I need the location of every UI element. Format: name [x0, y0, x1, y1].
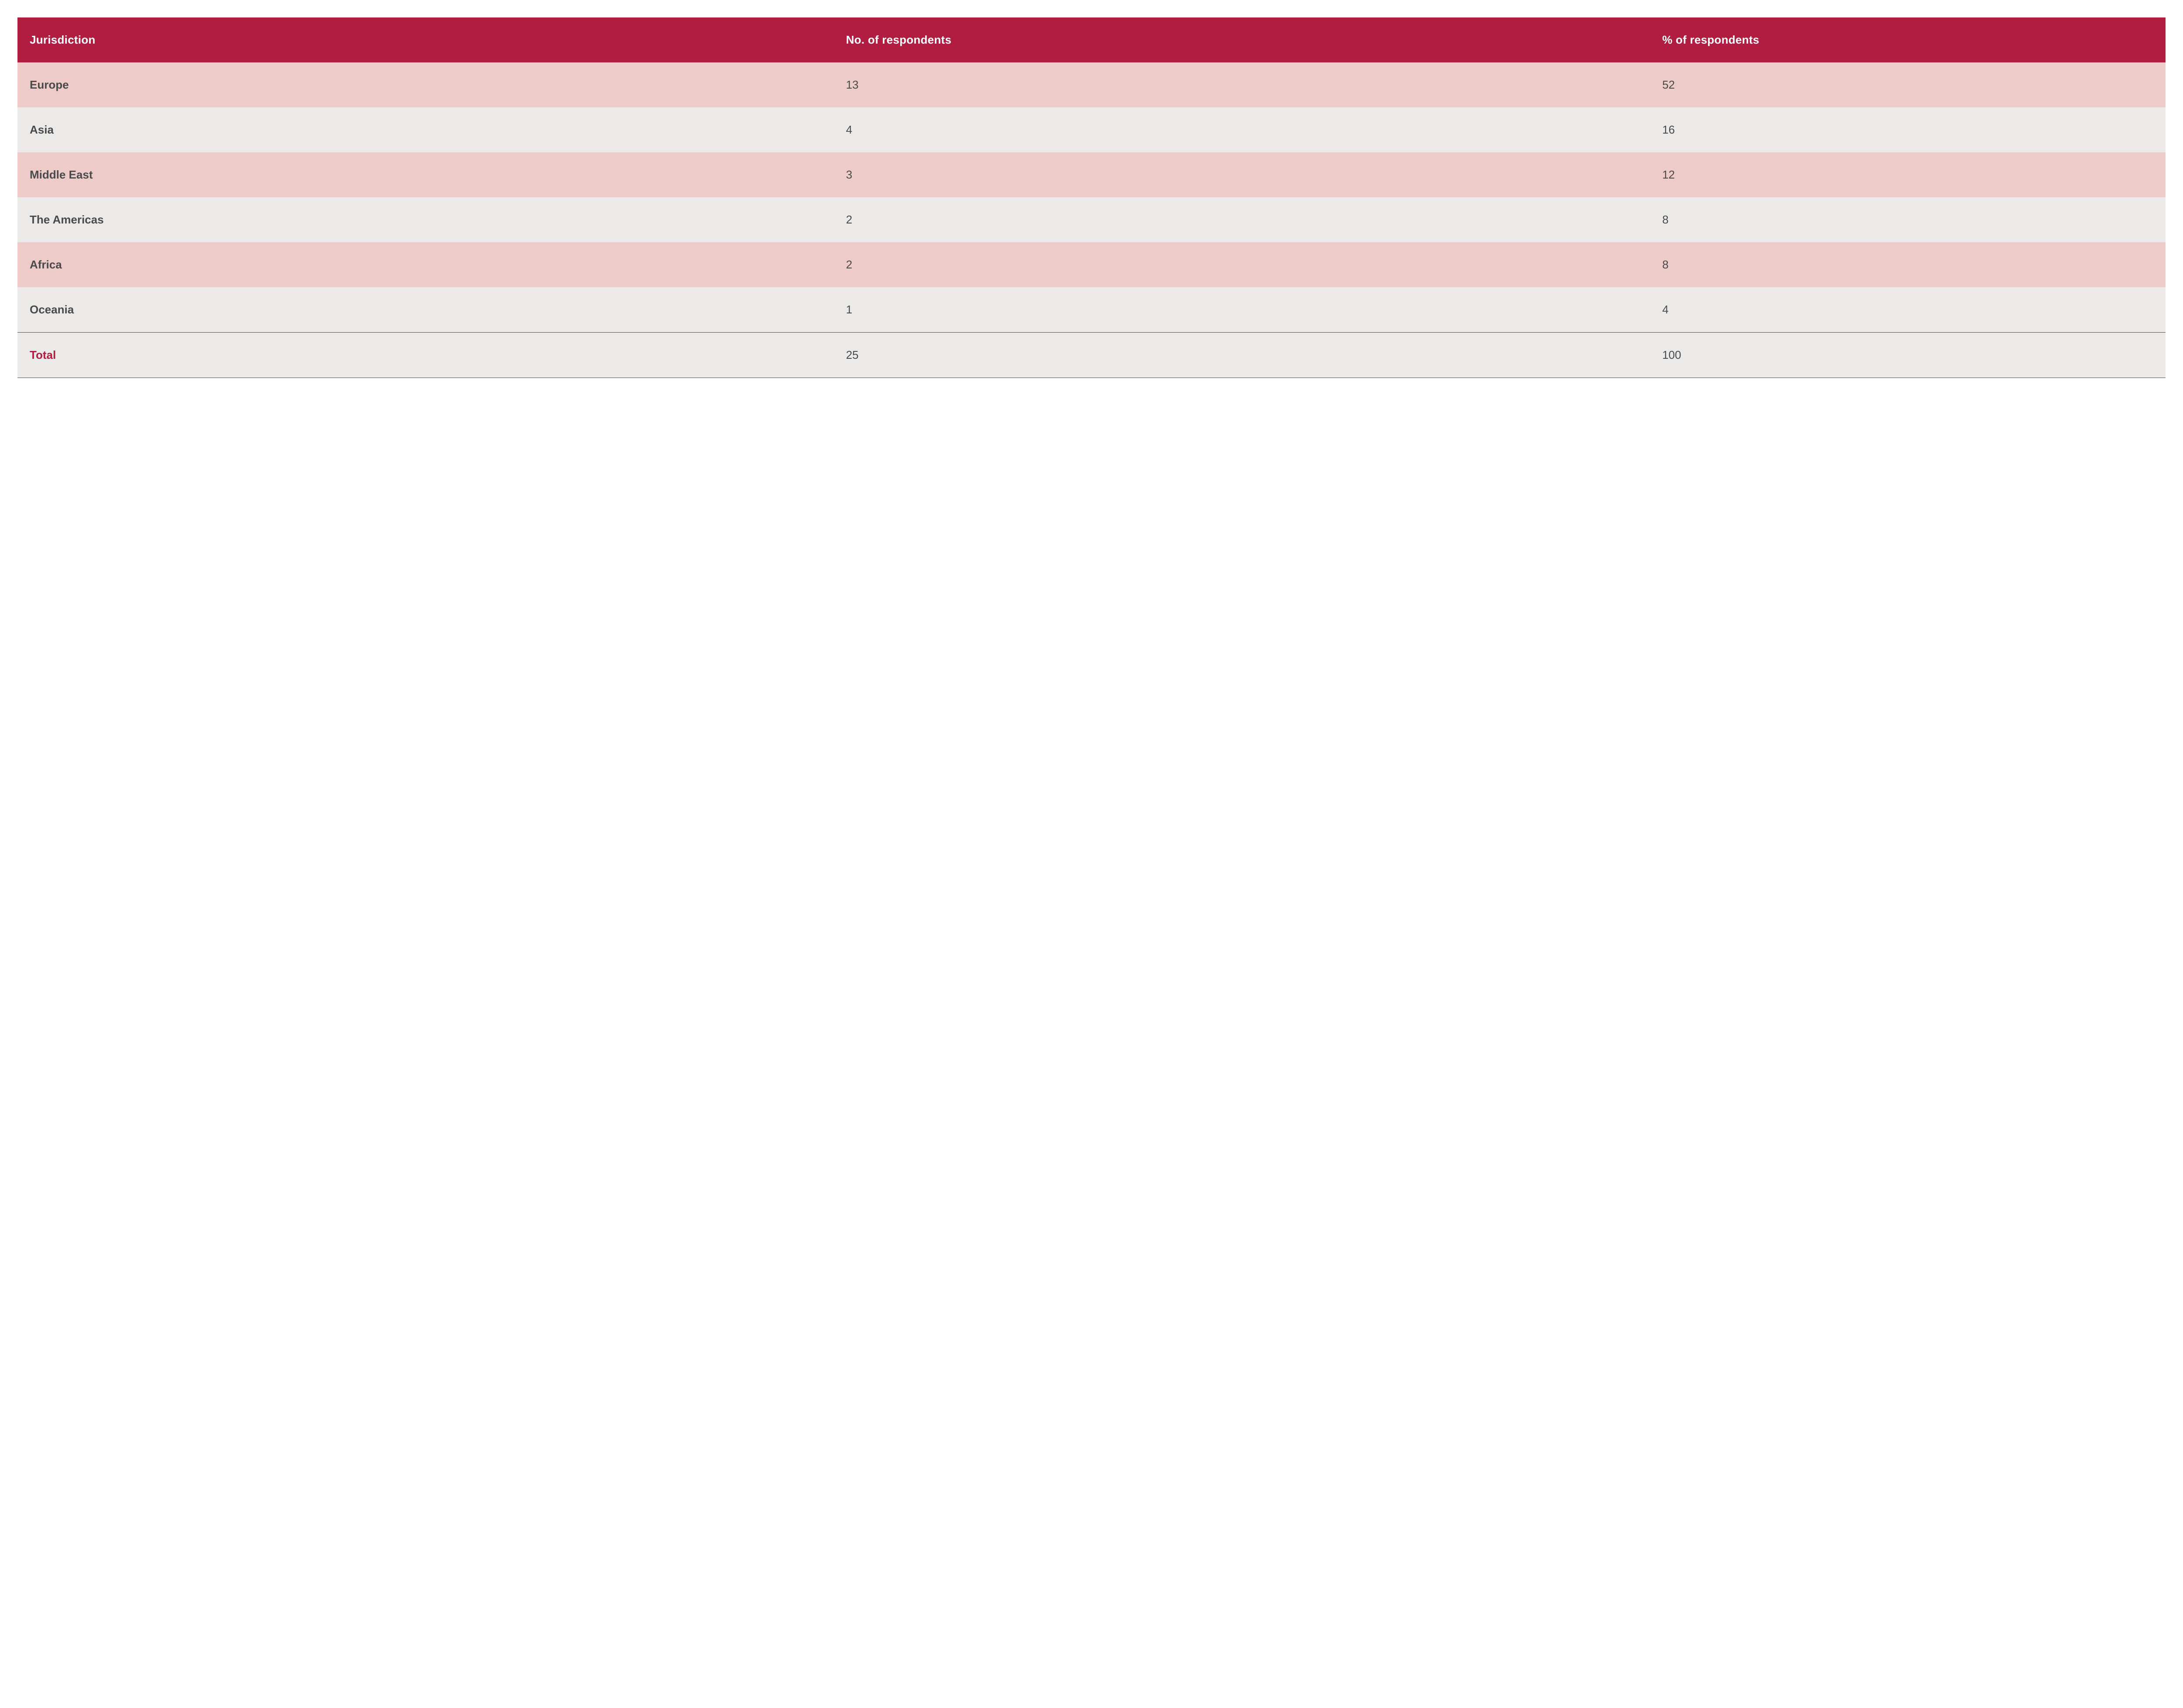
cell-jurisdiction: The Americas: [17, 197, 834, 242]
cell-jurisdiction: Asia: [17, 107, 834, 152]
cell-jurisdiction: Middle East: [17, 152, 834, 197]
table-row: The Americas 2 8: [17, 197, 2166, 242]
cell-pct: 16: [1650, 107, 2166, 152]
cell-pct: 52: [1650, 62, 2166, 107]
table-row: Africa 2 8: [17, 242, 2166, 287]
table-row: Middle East 3 12: [17, 152, 2166, 197]
cell-pct: 8: [1650, 197, 2166, 242]
cell-jurisdiction: Africa: [17, 242, 834, 287]
cell-jurisdiction: Europe: [17, 62, 834, 107]
cell-num: 2: [834, 197, 1650, 242]
table-row: Oceania 1 4: [17, 287, 2166, 333]
respondents-table: Jurisdiction No. of respondents % of res…: [17, 17, 2166, 378]
table-row: Asia 4 16: [17, 107, 2166, 152]
cell-jurisdiction: Oceania: [17, 287, 834, 333]
table-total-row: Total 25 100: [17, 333, 2166, 378]
cell-pct: 12: [1650, 152, 2166, 197]
cell-total-pct: 100: [1650, 333, 2166, 378]
cell-pct: 4: [1650, 287, 2166, 333]
cell-num: 3: [834, 152, 1650, 197]
col-header-jurisdiction: Jurisdiction: [17, 17, 834, 62]
table-row: Europe 13 52: [17, 62, 2166, 107]
cell-num: 1: [834, 287, 1650, 333]
table-header-row: Jurisdiction No. of respondents % of res…: [17, 17, 2166, 62]
cell-total-label: Total: [17, 333, 834, 378]
cell-num: 13: [834, 62, 1650, 107]
table-body: Europe 13 52 Asia 4 16 Middle East 3 12 …: [17, 62, 2166, 378]
table-header: Jurisdiction No. of respondents % of res…: [17, 17, 2166, 62]
cell-pct: 8: [1650, 242, 2166, 287]
respondents-table-container: Jurisdiction No. of respondents % of res…: [17, 17, 2166, 378]
col-header-num: No. of respondents: [834, 17, 1650, 62]
cell-total-num: 25: [834, 333, 1650, 378]
col-header-pct: % of respondents: [1650, 17, 2166, 62]
cell-num: 2: [834, 242, 1650, 287]
cell-num: 4: [834, 107, 1650, 152]
